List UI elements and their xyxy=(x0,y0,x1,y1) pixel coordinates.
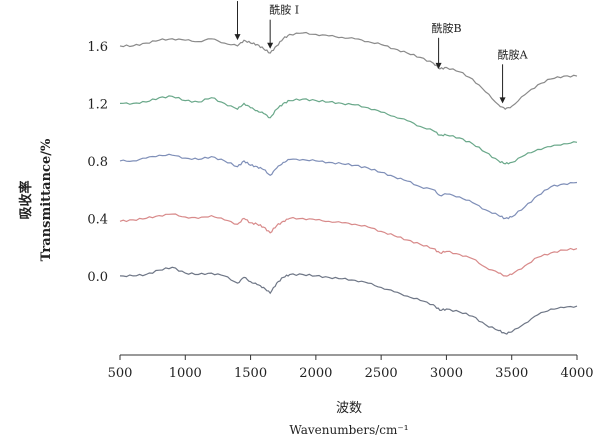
annotation-arrowhead xyxy=(499,97,506,104)
spectrum-line-3 xyxy=(119,153,578,220)
annotation-label: 酰胺A xyxy=(498,47,529,61)
y-tick-label: 0.4 xyxy=(87,212,108,227)
x-tick-label: 2000 xyxy=(299,366,332,381)
annotation-arrowhead xyxy=(234,34,241,41)
y-axis-label-cn: 吸收率 xyxy=(18,180,34,219)
y-tick-label: 1.6 xyxy=(87,40,108,55)
y-axis-label: Transmittance/% xyxy=(39,138,54,261)
annotation-arrowhead xyxy=(435,62,442,69)
y-tick-label: 1.2 xyxy=(87,97,108,112)
x-tick-label: 1000 xyxy=(169,366,202,381)
spectrum-line-4 xyxy=(119,213,578,277)
x-tick-label: 4000 xyxy=(560,366,593,381)
y-tick-label: 0.0 xyxy=(87,270,108,285)
spectrum-line-1 xyxy=(119,31,578,111)
x-ticks: 500 1000 1500 2000 2500 3000 3500 4000 xyxy=(108,355,594,381)
annotation-label: 酰胺 Ⅰ xyxy=(269,3,299,17)
x-tick-label: 3500 xyxy=(495,366,528,381)
spectrum-line-5 xyxy=(119,266,578,335)
x-tick-label: 2500 xyxy=(365,366,398,381)
plot-lines xyxy=(119,31,578,335)
x-tick-label: 500 xyxy=(108,366,133,381)
annotation-label: 酰胺B xyxy=(432,21,462,35)
x-tick-label: 3000 xyxy=(430,366,463,381)
annotation-arrowhead xyxy=(267,42,274,49)
x-tick-label: 1500 xyxy=(234,366,267,381)
y-ticks: 0.0 0.4 0.8 1.2 1.6 xyxy=(87,40,108,285)
spectrum-line-2 xyxy=(119,95,578,165)
x-axis-label-cn: 波数 xyxy=(336,401,362,416)
y-tick-label: 0.8 xyxy=(87,155,108,170)
x-axis-label: Wavenumbers/cm⁻¹ xyxy=(289,423,408,437)
